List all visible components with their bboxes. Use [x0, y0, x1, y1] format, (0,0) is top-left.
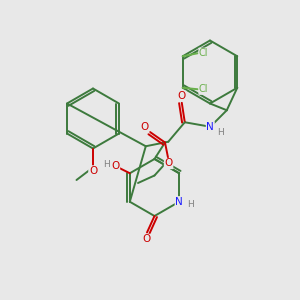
Text: H: H — [187, 200, 194, 209]
Text: N: N — [175, 197, 183, 207]
Text: O: O — [178, 91, 186, 101]
Text: O: O — [89, 166, 97, 176]
Text: O: O — [111, 161, 119, 171]
Text: Cl: Cl — [199, 48, 208, 58]
Text: O: O — [140, 122, 149, 133]
Text: O: O — [164, 158, 173, 169]
Text: H: H — [103, 160, 110, 169]
Text: Cl: Cl — [199, 84, 208, 94]
Text: N: N — [206, 122, 214, 132]
Text: O: O — [142, 234, 151, 244]
Text: H: H — [218, 128, 224, 137]
